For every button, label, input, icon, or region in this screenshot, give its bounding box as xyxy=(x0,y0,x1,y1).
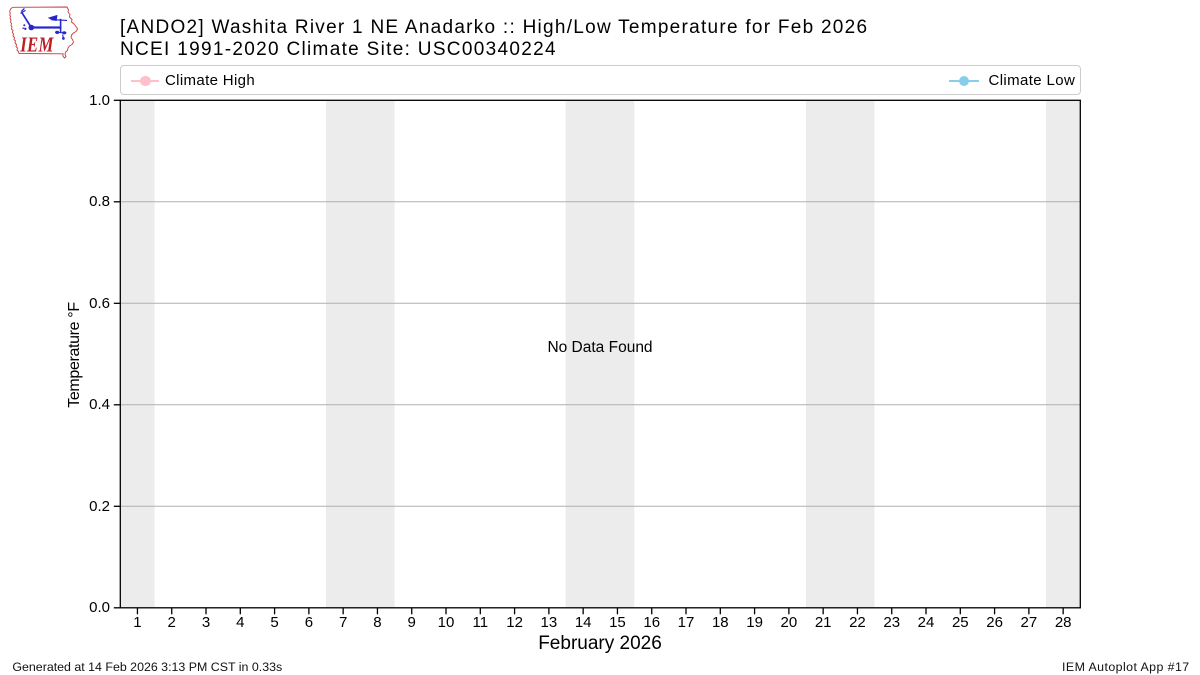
svg-text:IEM: IEM xyxy=(19,34,54,57)
